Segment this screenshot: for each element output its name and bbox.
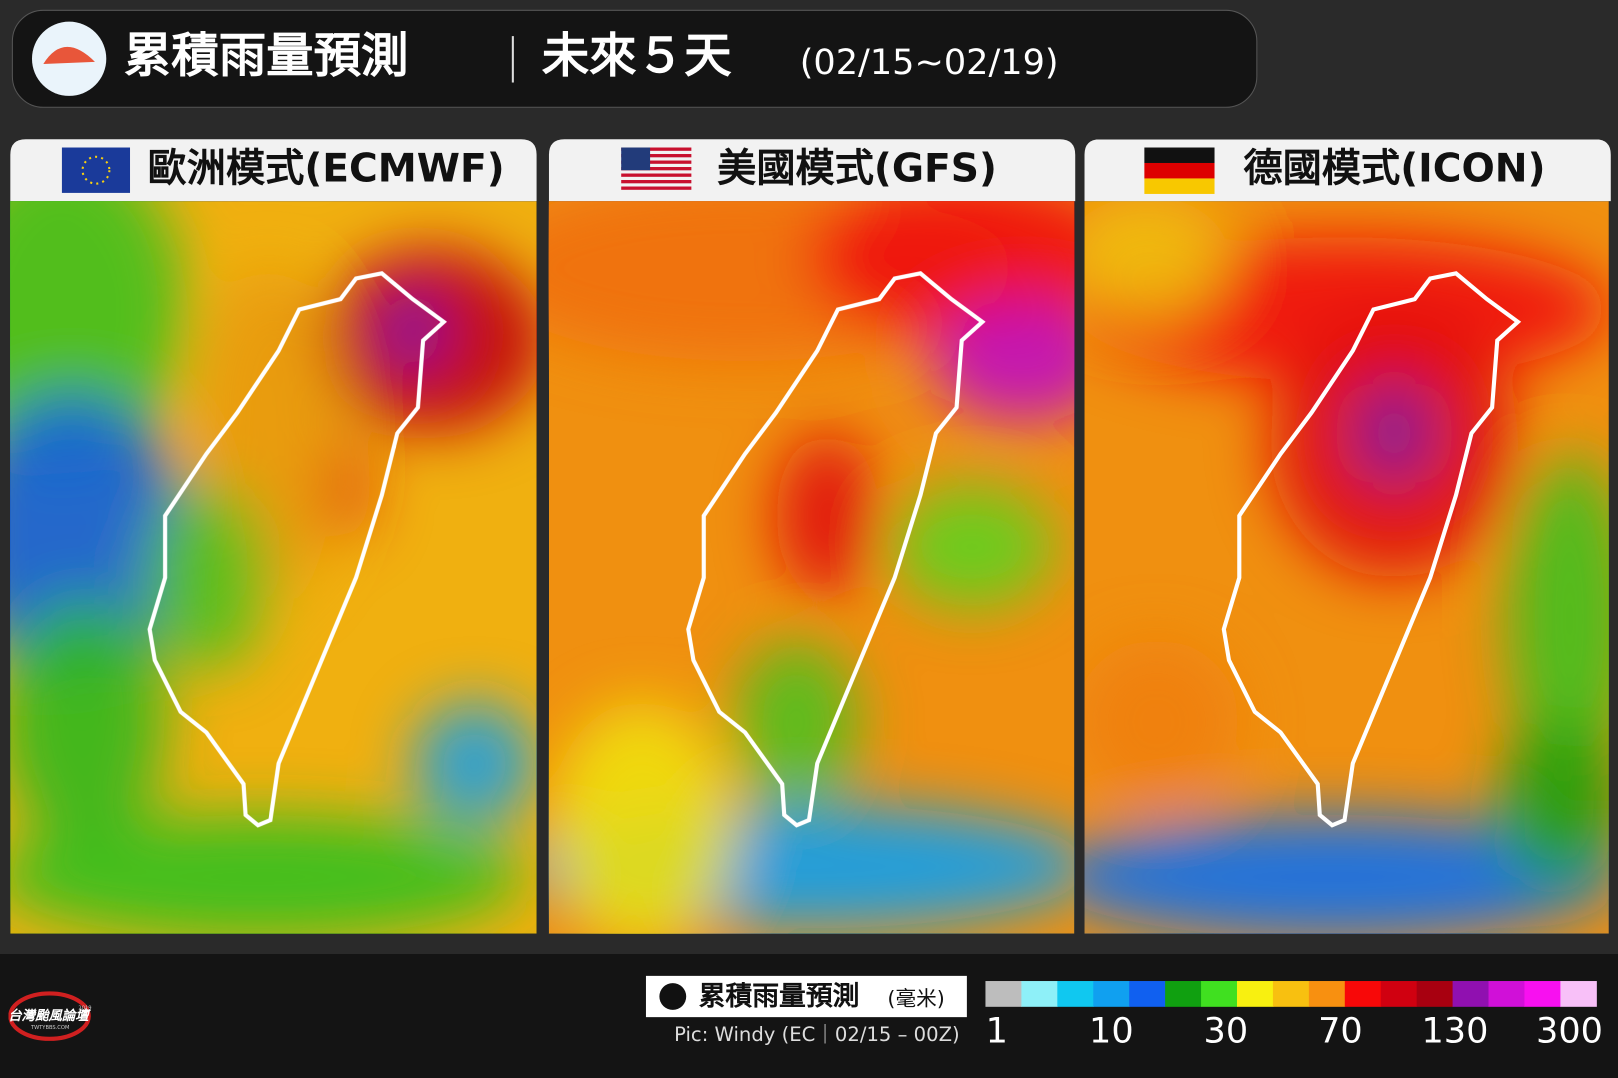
model-panel: 美國模式(GFS) <box>548 139 1076 934</box>
eu-stars <box>81 155 111 185</box>
colorbar-label: 30 <box>1204 1011 1249 1052</box>
rain-area <box>1084 814 1609 934</box>
umbrella-icon <box>43 46 95 64</box>
colorbar-swatch <box>1560 981 1597 1007</box>
colorbar-label: 300 <box>1536 1011 1603 1052</box>
rain-area <box>889 484 1055 609</box>
header-bar <box>11 9 1258 108</box>
legend-title: 累積雨量預測 <box>699 981 860 1012</box>
colorbar-swatch <box>985 981 1022 1007</box>
us-stripe <box>621 173 692 177</box>
logo-ring <box>8 991 91 1041</box>
rain-field <box>10 201 537 934</box>
colorbar-label: 1 <box>986 1011 1008 1052</box>
legend-unit: (毫米) <box>887 987 944 1011</box>
panel-title: 德國模式(ICON) <box>1243 147 1545 192</box>
rain-map <box>1084 201 1609 934</box>
de-stripe <box>1144 162 1215 179</box>
colorbar-swatch <box>1380 981 1418 1007</box>
rain-area <box>1497 722 1609 888</box>
rain-area <box>144 484 269 671</box>
logo-year: 2019 <box>78 1005 91 1011</box>
header-subtitle: 未來５天 <box>542 29 732 84</box>
us-stripe <box>621 186 692 190</box>
header-date: (02/15~02/19) <box>800 42 1059 83</box>
colorbar-swatch <box>1201 981 1238 1007</box>
colorbar-swatch <box>1524 981 1561 1007</box>
colorbar-swatch <box>1488 981 1525 1007</box>
rain-map <box>10 201 537 934</box>
eu-flag <box>61 147 131 193</box>
colorbar-swatch <box>1057 981 1094 1007</box>
colorbar-label: 70 <box>1318 1011 1363 1052</box>
panel-header <box>10 139 537 202</box>
credit: Pic: Windy (EC｜02/15 – 00Z) <box>674 1023 960 1046</box>
panel-header <box>1084 139 1611 202</box>
panel-title: 歐洲模式(ECMWF) <box>148 147 505 192</box>
colorbar-swatch <box>1452 981 1490 1007</box>
us-stripe <box>621 180 692 184</box>
rain-area <box>1507 453 1609 784</box>
model-panel: 歐洲模式(ECMWF) <box>10 139 537 934</box>
model-panel: 德國模式(ICON) <box>1084 139 1611 934</box>
rain-area <box>734 639 859 805</box>
de-stripe <box>1144 147 1215 163</box>
rain-area <box>930 299 1075 423</box>
us-stripe <box>621 167 692 171</box>
colorbar-label: 130 <box>1421 1011 1488 1052</box>
logo: 台灣颱風論壇 TWTYBBS.COM 2019 <box>8 991 92 1041</box>
colorbar-swatch <box>1272 981 1310 1007</box>
legend-icon <box>659 983 687 1010</box>
rain-field <box>1084 201 1609 934</box>
us-stripe <box>621 147 692 151</box>
rain-field <box>548 201 1075 934</box>
rain-area <box>548 701 735 934</box>
rain-map <box>548 201 1075 934</box>
us-canton <box>621 147 651 171</box>
rain-area <box>1084 201 1229 320</box>
panels: 歐洲模式(ECMWF) 美國模式(GFS) 德國模式(ICON) <box>10 139 1611 934</box>
colorbar-swatch <box>1416 981 1454 1007</box>
colorbar-swatch <box>1093 981 1130 1007</box>
us-stripe <box>621 154 692 158</box>
colorbar-swatch <box>1129 981 1166 1007</box>
colorbar-swatch <box>1165 981 1202 1007</box>
us-stripe <box>621 160 692 164</box>
colorbar-swatch <box>1344 981 1382 1007</box>
legend-title-box <box>645 975 967 1018</box>
rain-area <box>412 701 537 826</box>
rain-area <box>775 433 880 599</box>
rain-area <box>1084 639 1240 805</box>
colorbar-swatch <box>1308 981 1346 1007</box>
colorbar-swatch <box>1021 981 1058 1007</box>
de-stripe <box>1144 178 1215 194</box>
header-title: 累積雨量預測 <box>124 29 409 84</box>
colorbar-label: 10 <box>1089 1011 1134 1052</box>
rain-area <box>1352 381 1436 485</box>
panel-title: 美國模式(GFS) <box>717 147 997 192</box>
rain-area <box>10 598 166 846</box>
logo-site: TWTYBBS.COM <box>30 1025 69 1031</box>
rain-area <box>10 814 527 934</box>
colorbar-swatch <box>1236 981 1274 1007</box>
logo-name: 台灣颱風論壇 <box>8 1008 91 1024</box>
colorbar: 1 10 30 70 130 300 <box>985 981 1603 1052</box>
